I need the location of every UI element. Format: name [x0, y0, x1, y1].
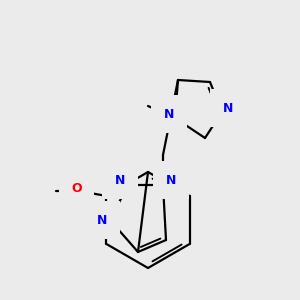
Text: N: N — [97, 214, 107, 226]
Text: N: N — [164, 107, 174, 121]
Text: O: O — [71, 182, 82, 196]
Text: N: N — [115, 173, 125, 187]
Text: N: N — [223, 101, 233, 115]
Text: N: N — [166, 173, 176, 187]
